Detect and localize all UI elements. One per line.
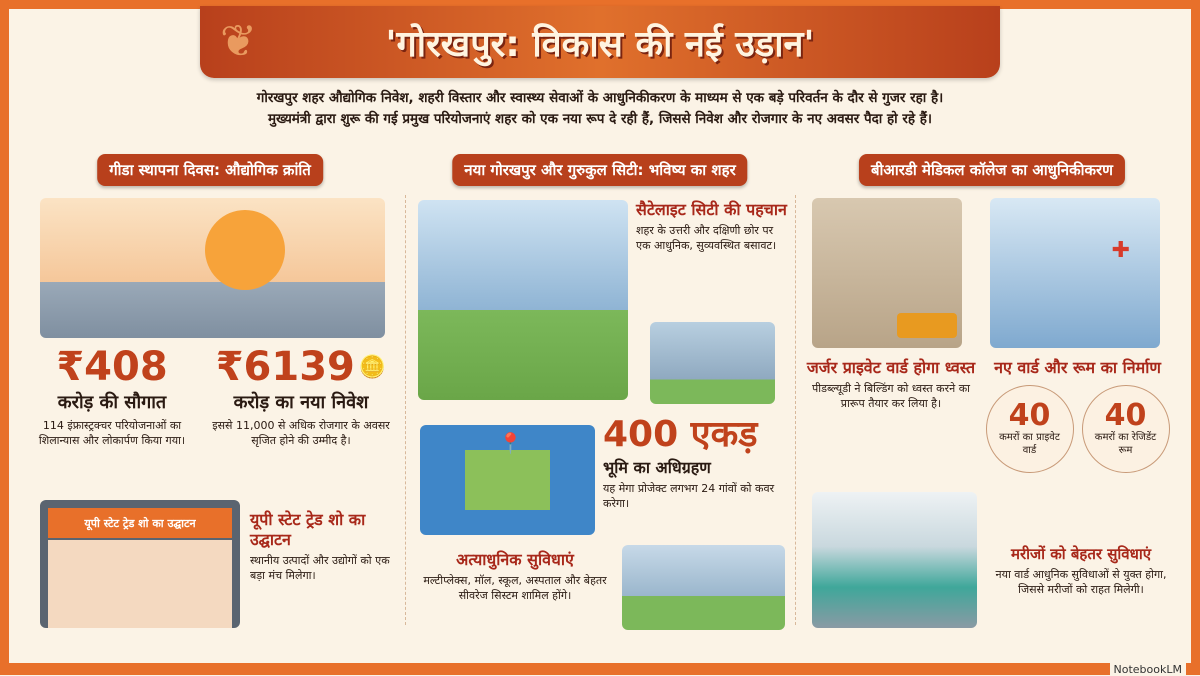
- circle-label: कमरों का प्राइवेट वार्ड: [999, 432, 1060, 456]
- location-pin-icon: 📍: [498, 431, 523, 455]
- title-banner: ❦ 'गोरखपुर: विकास की नई उड़ान': [200, 6, 1000, 78]
- facilities-block: अत्याधुनिक सुविधाएं मल्टीप्लेक्स, मॉल, स…: [415, 550, 615, 603]
- facilities-illustration: [622, 545, 785, 630]
- facilities-title: अत्याधुनिक सुविधाएं: [456, 550, 574, 569]
- satellite-desc: शहर के उत्तरी और दक्षिणी छोर पर एक आधुनि…: [636, 224, 777, 252]
- stat-value: ₹6139: [215, 344, 355, 390]
- demolish-title: जर्जर प्राइवेट वार्ड होगा ध्वस्त: [806, 358, 976, 377]
- satellite-block: सैटेलाइट सिटी की पहचान शहर के उत्तरी और …: [636, 200, 788, 253]
- intro-line: मुख्यमंत्री द्वारा शुरू की गई प्रमुख परि…: [267, 111, 933, 127]
- patients-title: मरीजों को बेहतर सुविधाएं: [1010, 545, 1152, 563]
- demolition-illustration: [812, 198, 962, 348]
- stat-block: ₹6139 🪙 करोड़ का नया निवेश इससे 11,000 स…: [206, 345, 396, 448]
- trade-show-gate: यूपी स्टेट ट्रेड शो का उद्घाटन: [40, 500, 240, 628]
- new-ward-block: नए वार्ड और रूम का निर्माण 40 कमरों का प…: [980, 358, 1175, 473]
- trade-show-desc: स्थानीय उत्पादों और उद्योगों को एक बड़ा …: [250, 554, 390, 582]
- stat-circle: 40 कमरों का प्राइवेट वार्ड: [985, 385, 1074, 473]
- new-hospital-illustration: ✚: [990, 198, 1160, 348]
- land-label: भूमि का अधिग्रहण: [603, 457, 711, 477]
- stat-circle: 40 कमरों का रेजिडेंट रूम: [1081, 385, 1170, 473]
- facilities-desc: मल्टीप्लेक्स, मॉल, स्कूल, अस्पताल और बेह…: [423, 574, 607, 602]
- intro-text: गोरखपुर शहर औद्योगिक निवेश, शहरी विस्तार…: [40, 88, 1160, 130]
- city-blocks-illustration: [650, 322, 775, 404]
- satellite-title: सैटेलाइट सिटी की पहचान: [636, 200, 787, 219]
- stat-label: करोड़ की सौगात: [57, 392, 167, 413]
- satellite-city-illustration: [418, 200, 628, 400]
- page-title: 'गोरखपुर: विकास की नई उड़ान': [385, 23, 815, 65]
- gate-sign: यूपी स्टेट ट्रेड शो का उद्घाटन: [48, 508, 232, 538]
- patient-bed-illustration: [812, 492, 977, 628]
- divider: [795, 195, 796, 625]
- land-block: 400 एकड़ भूमि का अधिग्रहण यह मेगा प्रोजे…: [603, 415, 791, 511]
- patients-desc: नया वार्ड आधुनिक सुविधाओं से युक्त होगा,…: [995, 567, 1167, 596]
- demolish-desc: पीडब्ल्यूडी ने बिल्डिंग को ध्वस्त करने क…: [811, 382, 971, 410]
- section-header-gida: गीडा स्थापना दिवस: औद्योगिक क्रांति: [97, 154, 323, 186]
- divider: [405, 195, 406, 625]
- intro-line: गोरखपुर शहर औद्योगिक निवेश, शहरी विस्तार…: [256, 90, 944, 106]
- land-value: 400 एकड़: [603, 414, 758, 455]
- medical-cross-icon: ✚: [1111, 238, 1130, 263]
- land-plan-illustration: 📍: [420, 425, 595, 535]
- land-desc: यह मेगा प्रोजेक्ट लगभग 24 गांवों को कवर …: [603, 481, 775, 510]
- demolish-block: जर्जर प्राइवेट वार्ड होगा ध्वस्त पीडब्ल्…: [805, 358, 977, 411]
- new-ward-title: नए वार्ड और रूम का निर्माण: [994, 358, 1161, 377]
- trade-show-block: यूपी स्टेट ट्रेड शो का उद्घाटन स्थानीय उ…: [250, 510, 400, 583]
- phoenix-icon: ❦: [220, 16, 257, 67]
- stat-desc: इससे 11,000 से अधिक रोजगार के अवसर सृजित…: [212, 418, 390, 447]
- circle-value: 40: [1008, 398, 1051, 433]
- section-header-new-gorakhpur: नया गोरखपुर और गुरुकुल सिटी: भविष्य का श…: [452, 154, 748, 186]
- section-header-brd: बीआरडी मेडिकल कॉलेज का आधुनिकीकरण: [858, 154, 1126, 186]
- coins-icon: 🪙: [358, 354, 387, 380]
- stat-block: ₹408 करोड़ की सौगात 114 इंफ्रास्ट्रक्चर …: [22, 345, 202, 448]
- notebooklm-watermark: NotebookLM: [1109, 663, 1186, 676]
- trade-show-title: यूपी स्टेट ट्रेड शो का उद्घाटन: [250, 510, 366, 549]
- circle-value: 40: [1104, 398, 1147, 433]
- stat-label: करोड़ का नया निवेश: [233, 392, 369, 413]
- stat-desc: 114 इंफ्रास्ट्रक्चर परियोजनाओं का शिलान्…: [38, 418, 186, 447]
- circle-label: कमरों का रेजिडेंट रूम: [1094, 432, 1157, 456]
- stat-value: ₹408: [56, 344, 168, 390]
- industrial-illustration: [40, 198, 385, 338]
- patients-block: मरीजों को बेहतर सुविधाएं नया वार्ड आधुनि…: [985, 545, 1177, 597]
